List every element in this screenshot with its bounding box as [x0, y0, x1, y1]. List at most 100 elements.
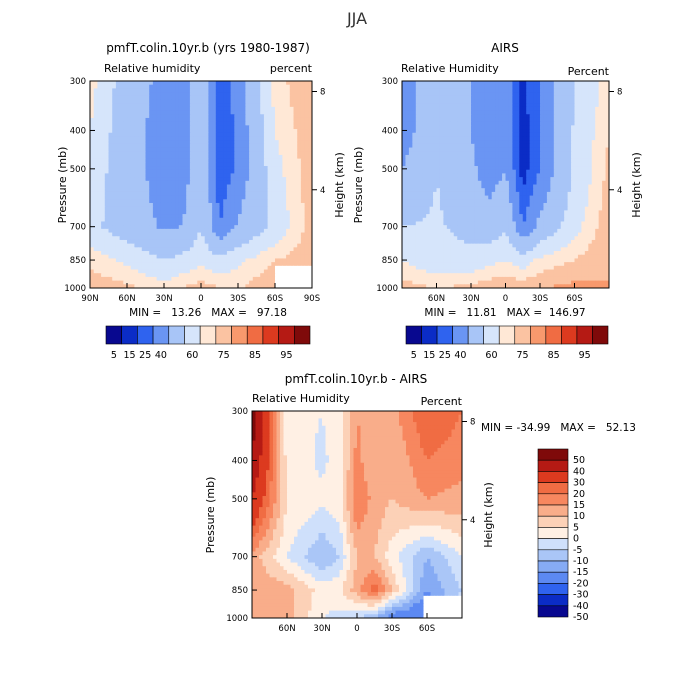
heatmap-cell: [522, 92, 527, 97]
heatmap-cell: [471, 84, 475, 89]
heatmap-cell: [275, 243, 280, 248]
heatmap-cell: [308, 129, 313, 134]
heatmap-cell: [134, 132, 139, 137]
heatmap-cell: [189, 177, 195, 182]
heatmap-cell: [182, 151, 187, 156]
heatmap-cell: [484, 81, 489, 86]
heatmap-cell: [119, 99, 124, 104]
heatmap-cell: [446, 154, 451, 160]
heatmap-cell: [581, 132, 586, 137]
heatmap-cell: [419, 106, 424, 112]
heatmap-cell: [460, 114, 465, 119]
heatmap-cell: [477, 95, 482, 100]
heatmap-cell: [415, 92, 420, 97]
heatmap-cell: [252, 136, 257, 141]
heatmap-cell: [477, 140, 482, 145]
heatmap-cell: [467, 173, 472, 178]
heatmap-cell: [412, 125, 417, 130]
heatmap-cell: [286, 110, 291, 115]
heatmap-cell: [197, 184, 202, 189]
heatmap-cell: [278, 132, 283, 137]
heatmap-cell: [293, 251, 298, 256]
heatmap-cell: [433, 114, 437, 119]
heatmap-cell: [591, 173, 596, 178]
heatmap-cell: [164, 214, 169, 219]
heatmap-cell: [130, 217, 135, 222]
heatmap-cell: [182, 158, 187, 163]
heatmap-cell: [546, 95, 551, 100]
heatmap-cell: [201, 225, 206, 230]
heatmap-cell: [426, 117, 431, 123]
heatmap-cell: [436, 158, 441, 163]
heatmap-cell: [278, 273, 283, 278]
heatmap-cell: [156, 147, 161, 152]
heatmap-cell: [119, 106, 124, 112]
heatmap-cell: [550, 162, 555, 167]
heatmap-cell: [212, 243, 217, 248]
heatmap-cell: [484, 169, 489, 174]
heatmap-cell: [429, 117, 434, 123]
heatmap-cell: [271, 103, 276, 108]
heatmap-cell: [267, 92, 272, 97]
heatmap-cell: [130, 239, 135, 245]
heatmap-cell: [215, 81, 220, 86]
heatmap-cell: [481, 158, 486, 163]
heatmap-cell: [581, 136, 586, 141]
heatmap-cell: [267, 188, 272, 193]
heatmap-cell: [263, 228, 269, 234]
heatmap-cell: [419, 103, 424, 108]
heatmap-cell: [415, 158, 420, 163]
heatmap-cell: [193, 84, 198, 89]
heatmap-cell: [189, 202, 195, 208]
heatmap-cell: [450, 169, 455, 174]
heatmap-cell: [571, 132, 575, 137]
heatmap-cell: [234, 243, 239, 248]
heatmap-cell: [512, 125, 517, 130]
heatmap-cell: [204, 92, 209, 97]
heatmap-cell: [175, 202, 180, 208]
heatmap-cell: [93, 195, 98, 200]
heatmap-cell: [267, 221, 272, 226]
heatmap-cell: [488, 117, 493, 123]
heatmap-cell: [215, 103, 220, 108]
heatmap-cell: [108, 236, 113, 241]
heatmap-cell: [104, 199, 109, 204]
heatmap-cell: [182, 132, 187, 137]
heatmap-cell: [293, 132, 298, 137]
heatmap-cell: [436, 117, 441, 123]
heatmap-cell: [304, 202, 309, 208]
heatmap-cell: [536, 136, 541, 141]
heatmap-cell: [160, 243, 165, 248]
heatmap-cell: [201, 184, 206, 189]
colorbar-tick-label: 15: [123, 350, 135, 361]
heatmap-cell: [127, 214, 132, 219]
heatmap-cell: [543, 84, 548, 89]
heatmap-cell: [123, 173, 128, 178]
heatmap-cell: [215, 228, 220, 234]
heatmap-cell: [193, 254, 198, 259]
heatmap-cell: [278, 99, 283, 104]
heatmap-cell: [515, 147, 520, 152]
heatmap-cell: [245, 221, 250, 226]
heatmap-cell: [175, 92, 180, 97]
heatmap-cell: [293, 121, 298, 126]
heatmap-cell: [123, 143, 128, 149]
heatmap-cell: [123, 210, 128, 215]
heatmap-cell: [245, 117, 250, 123]
heatmap-cell: [193, 228, 198, 234]
heatmap-cell: [591, 140, 596, 145]
heatmap-cell: [171, 84, 176, 89]
heatmap-cell: [297, 269, 302, 274]
heatmap-cell: [546, 84, 551, 89]
heatmap-cell: [141, 199, 146, 204]
heatmap-cell: [130, 225, 135, 230]
heatmap-cell: [104, 158, 109, 163]
heatmap-cell: [171, 114, 176, 119]
heatmap-cell: [289, 273, 294, 278]
heatmap-cell: [529, 114, 534, 119]
heatmap-cell: [234, 262, 239, 267]
heatmap-cell: [93, 214, 98, 219]
heatmap-cell: [134, 195, 139, 200]
heatmap-cell: [252, 236, 257, 241]
heatmap-cell: [584, 136, 589, 141]
